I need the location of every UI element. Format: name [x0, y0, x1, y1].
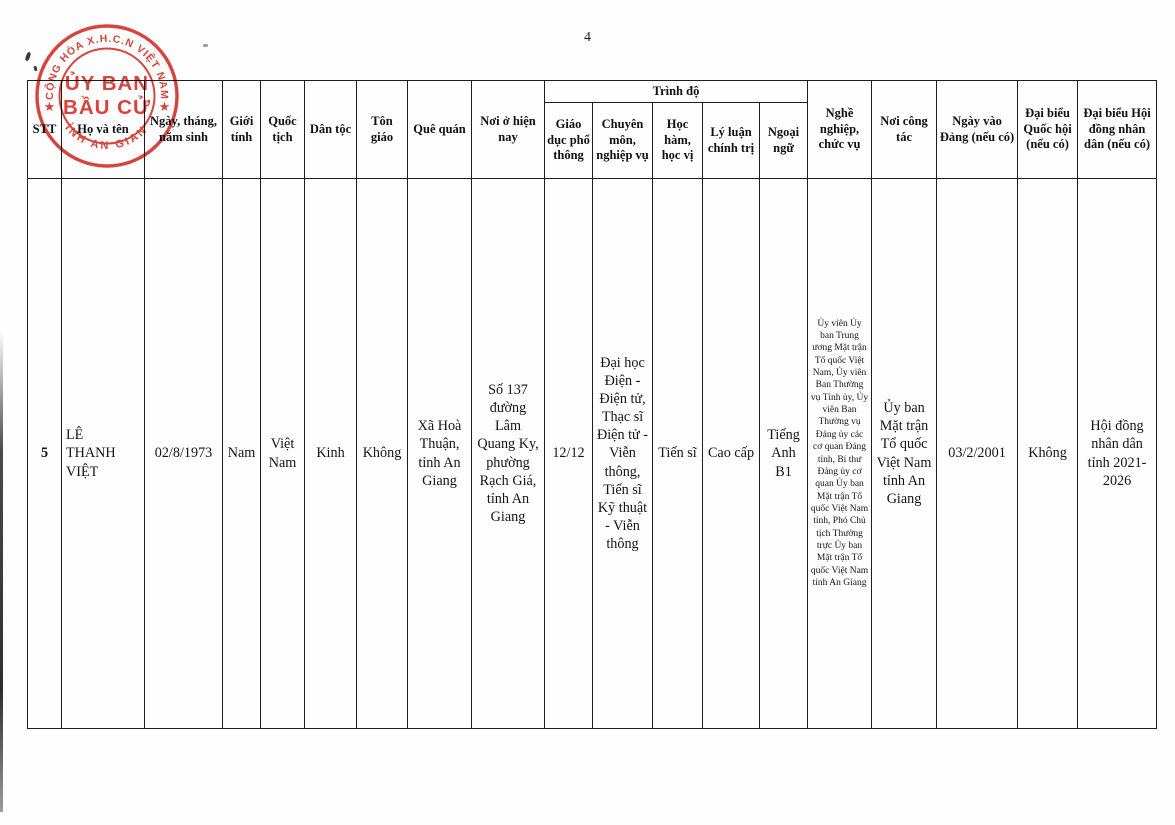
cell-dan-toc: Kinh [304, 178, 357, 729]
cell-noi-o: Số 137 đường Lâm Quang Ky, phường Rạch G… [471, 178, 545, 729]
cell-giao-duc: 12/12 [544, 178, 593, 729]
col-header-dai-bieu-qh: Đại biểu Quốc hội (nếu có) [1017, 80, 1079, 179]
col-header-dan-toc: Dân tộc [304, 80, 357, 179]
ink-speck [33, 65, 38, 72]
col-header-dai-bieu-hdnd: Đại biểu Hội đồng nhân dân (nếu có) [1077, 80, 1158, 179]
cell-quoc-tich: Việt Nam [260, 178, 305, 729]
group-header-trinh-do: Trình độ [543, 80, 809, 103]
col-header-chuyen-mon: Chuyên môn, nghiệp vụ [592, 102, 653, 179]
col-header-quoc-tich: Quốc tịch [260, 80, 305, 179]
col-header-stt: STT [27, 80, 62, 179]
cell-ngay-sinh: 02/8/1973 [144, 178, 223, 729]
cell-noi-cong-tac: Ủy ban Mặt trận Tổ quốc Việt Nam tỉnh An… [871, 178, 938, 729]
cell-dai-bieu-hdnd: Hội đồng nhân dân tỉnh 2021-2026 [1077, 178, 1158, 729]
cell-hoc-ham: Tiến sĩ [652, 178, 703, 729]
col-header-ly-luan: Lý luận chính trị [702, 102, 760, 179]
col-header-giao-duc: Giáo dục phổ thông [544, 102, 593, 179]
col-header-gioi-tinh: Giới tính [222, 80, 261, 179]
cell-ngoai-ngu: Tiếng Anh B1 [758, 178, 809, 729]
cell-dai-bieu-qh: Không [1017, 178, 1079, 729]
cell-stt: 5 [27, 178, 62, 729]
cell-que-quan: Xã Hoà Thuận, tỉnh An Giang [407, 178, 472, 729]
candidate-info-table: STT Họ và tên Ngày, tháng, năm sinh Giới… [27, 80, 1158, 729]
col-header-ton-giao: Tôn giáo [356, 80, 408, 179]
cell-chuyen-mon: Đại học Điện - Điện tử, Thạc sĩ Điện tử … [592, 178, 653, 729]
col-header-ngay-vao-dang: Ngày vào Đảng (nếu có) [936, 80, 1019, 179]
cell-nghe-nghiep: Ủy viên Ủy ban Trung ương Mặt trận Tổ qu… [807, 178, 873, 729]
ink-speck [24, 51, 32, 62]
col-header-noi-o: Nơi ở hiện nay [471, 80, 545, 179]
cell-ngay-vao-dang: 03/2/2001 [936, 178, 1019, 729]
page-number: 4 [584, 30, 591, 45]
col-header-ngoai-ngu: Ngoại ngữ [758, 102, 809, 179]
ink-speck [203, 44, 208, 47]
table-row: 5 LÊ THANH VIỆT 02/8/1973 Nam Việt Nam K… [27, 178, 1158, 729]
col-header-nghe-nghiep: Nghề nghiệp, chức vụ [807, 80, 873, 179]
col-header-que-quan: Quê quán [407, 80, 472, 179]
cell-ho-va-ten: LÊ THANH VIỆT [61, 178, 145, 729]
col-header-hoc-ham: Học hàm, học vị [652, 102, 703, 179]
col-header-ngay-sinh: Ngày, tháng, năm sinh [144, 80, 223, 179]
col-header-noi-cong-tac: Nơi công tác [871, 80, 938, 179]
cell-ton-giao: Không [356, 178, 408, 729]
cell-gioi-tinh: Nam [222, 178, 261, 729]
cell-ly-luan: Cao cấp [702, 178, 760, 729]
scan-edge-artifact [0, 330, 3, 812]
col-header-ho-va-ten: Họ và tên [61, 80, 145, 179]
